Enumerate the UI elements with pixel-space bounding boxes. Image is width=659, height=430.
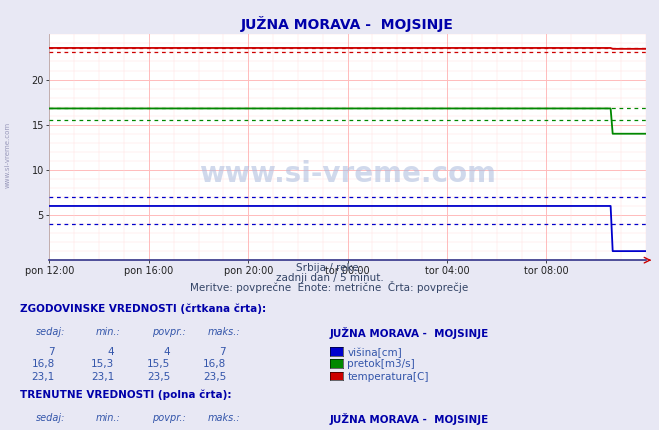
Text: min.:: min.: xyxy=(96,413,121,423)
Text: zadnji dan / 5 minut.: zadnji dan / 5 minut. xyxy=(275,273,384,283)
Text: 7: 7 xyxy=(48,347,55,357)
Text: višina[cm]: višina[cm] xyxy=(347,347,402,358)
Text: min.:: min.: xyxy=(96,327,121,337)
Text: www.si-vreme.com: www.si-vreme.com xyxy=(199,160,496,188)
Text: ZGODOVINSKE VREDNOSTI (črtkana črta):: ZGODOVINSKE VREDNOSTI (črtkana črta): xyxy=(20,303,266,313)
Text: TRENUTNE VREDNOSTI (polna črta):: TRENUTNE VREDNOSTI (polna črta): xyxy=(20,390,231,400)
Text: JUŽNA MORAVA -  MOJSINJE: JUŽNA MORAVA - MOJSINJE xyxy=(330,413,489,425)
Text: povpr.:: povpr.: xyxy=(152,413,185,423)
Text: 4: 4 xyxy=(163,347,170,357)
Text: sedaj:: sedaj: xyxy=(36,327,66,337)
Text: 23,5: 23,5 xyxy=(203,372,226,381)
Text: www.si-vreme.com: www.si-vreme.com xyxy=(5,122,11,188)
Text: 4: 4 xyxy=(107,347,114,357)
Text: Srbija / reke.: Srbija / reke. xyxy=(297,263,362,273)
Text: 15,3: 15,3 xyxy=(91,359,114,369)
Text: pretok[m3/s]: pretok[m3/s] xyxy=(347,359,415,369)
Text: povpr.:: povpr.: xyxy=(152,327,185,337)
Text: 23,1: 23,1 xyxy=(32,372,55,381)
Text: sedaj:: sedaj: xyxy=(36,413,66,423)
Text: 16,8: 16,8 xyxy=(32,359,55,369)
Text: 15,5: 15,5 xyxy=(147,359,170,369)
Text: 16,8: 16,8 xyxy=(203,359,226,369)
Text: JUŽNA MORAVA -  MOJSINJE: JUŽNA MORAVA - MOJSINJE xyxy=(330,327,489,339)
Text: 23,1: 23,1 xyxy=(91,372,114,381)
Text: 7: 7 xyxy=(219,347,226,357)
Title: JUŽNA MORAVA -  MOJSINJE: JUŽNA MORAVA - MOJSINJE xyxy=(241,16,454,32)
Text: maks.:: maks.: xyxy=(208,413,241,423)
Text: 23,5: 23,5 xyxy=(147,372,170,381)
Text: temperatura[C]: temperatura[C] xyxy=(347,372,429,381)
Text: Meritve: povprečne  Enote: metrične  Črta: povprečje: Meritve: povprečne Enote: metrične Črta:… xyxy=(190,281,469,293)
Text: maks.:: maks.: xyxy=(208,327,241,337)
